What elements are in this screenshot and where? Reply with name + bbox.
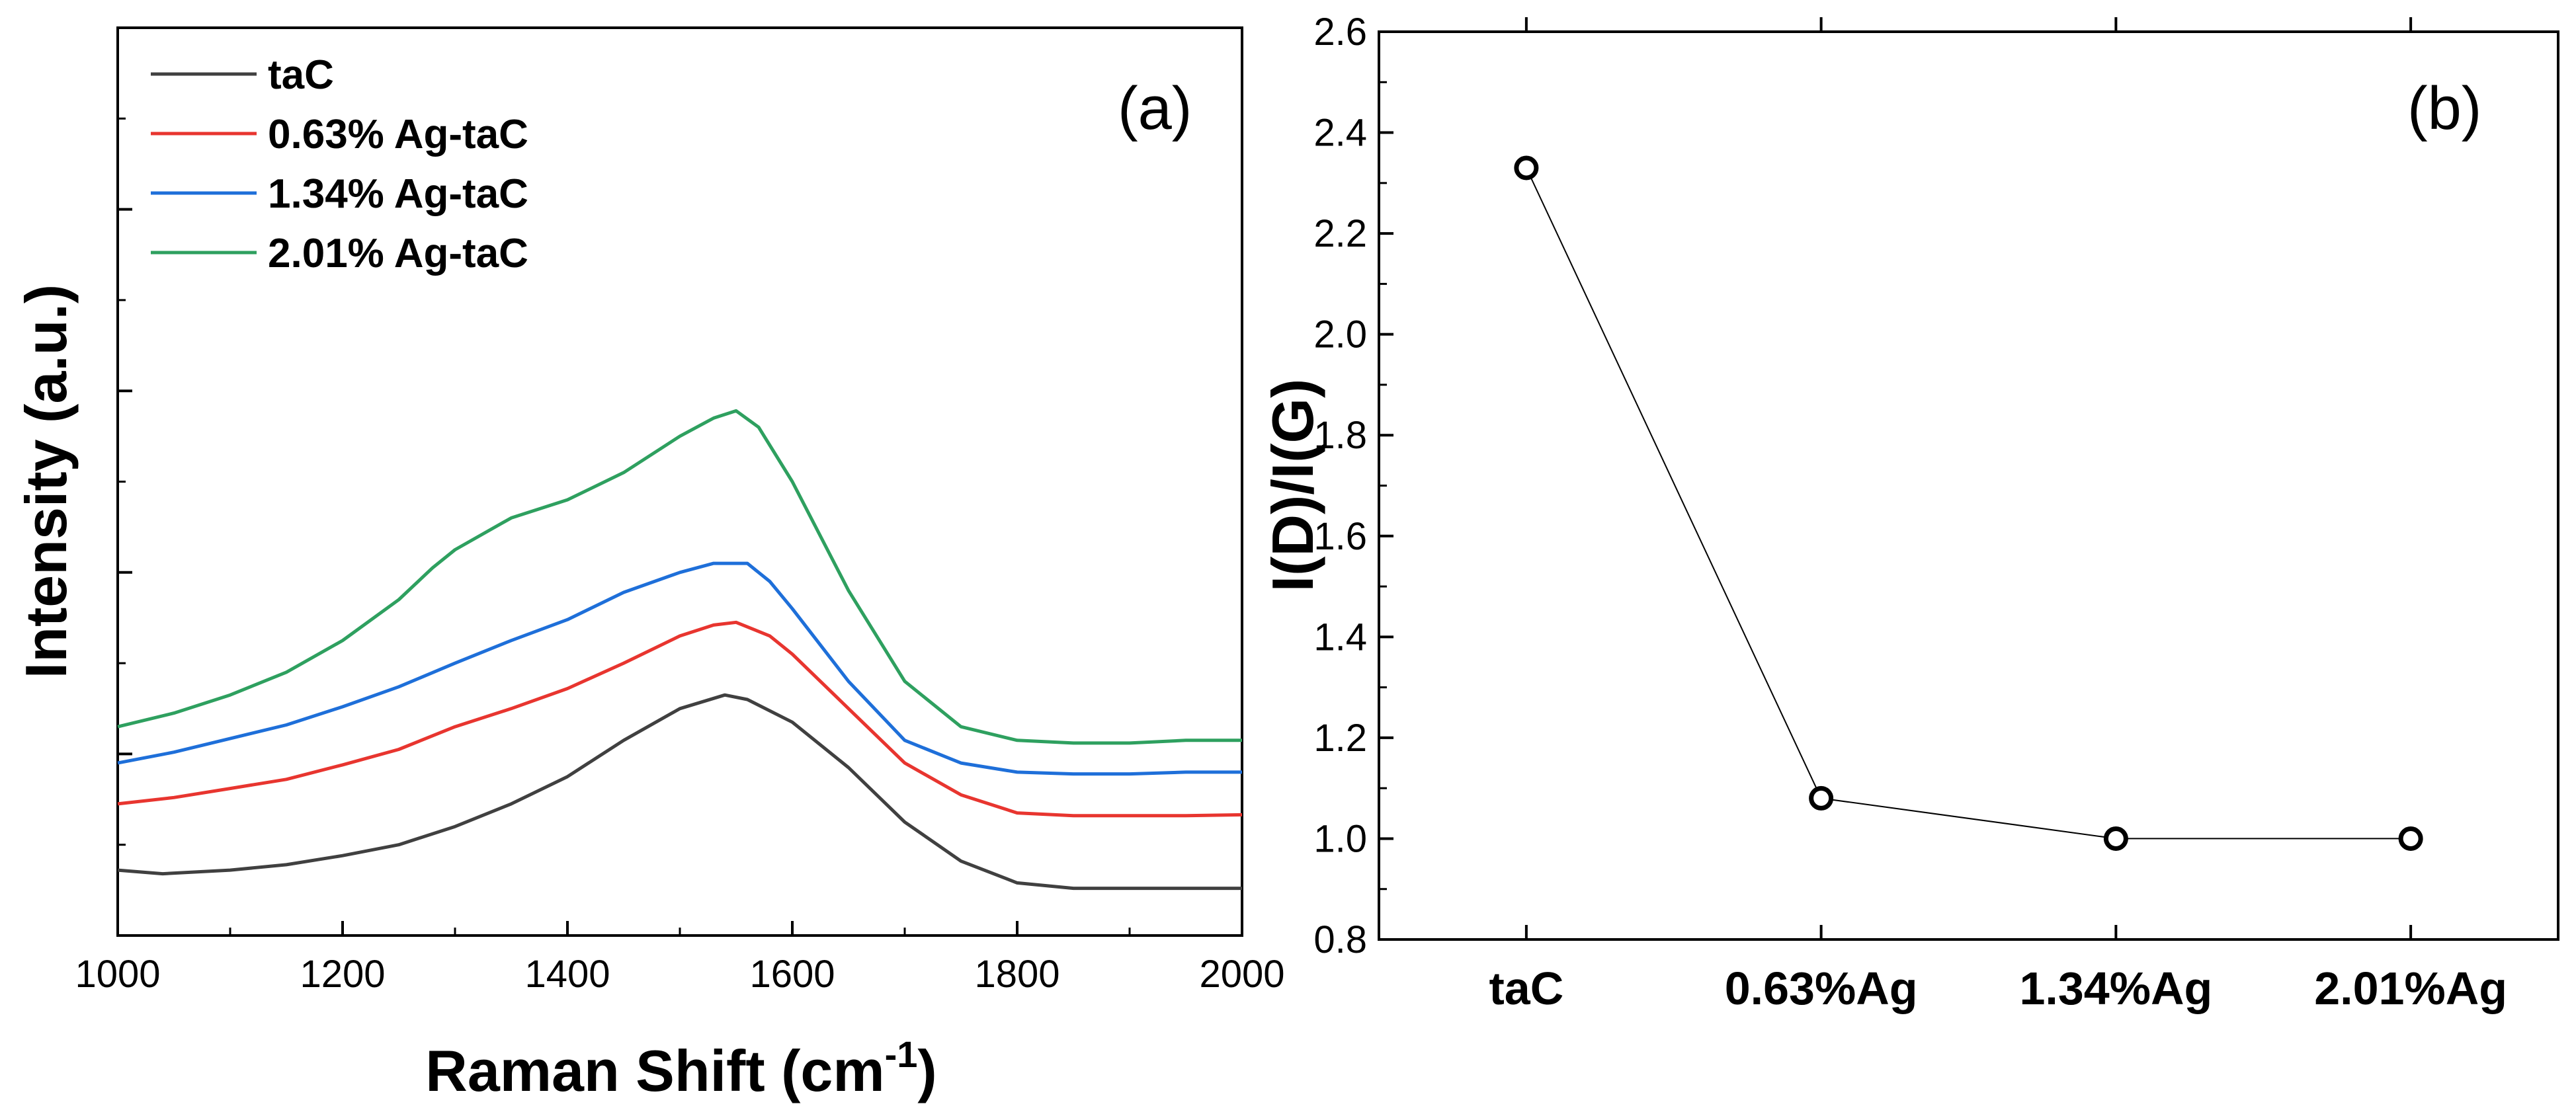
panel-a-series-line-2 [117, 561, 1242, 776]
panel-a-x-tick-label: 1600 [749, 953, 835, 996]
panel-a-legend-label: taC [268, 52, 334, 98]
panel-b-label: (b) [2407, 75, 2481, 142]
panel-b-y-tick-label: 1.6 [1313, 515, 1367, 558]
panel-b-y-tick-label: 2.6 [1313, 11, 1367, 54]
panel-b-y-ticks: 0.8 1.0 1.2 1.4 1.6 1.8 2.0 2.2 2.4 2.6 [1313, 11, 1393, 961]
panel-b-y-tick-label: 2.0 [1313, 313, 1367, 356]
panel-b: 0.8 1.0 1.2 1.4 1.6 1.8 2.0 2.2 2.4 2.6 taC 0.63%A… [1260, 11, 2559, 1014]
x-axis-title-end: ) [917, 1038, 936, 1103]
panel-b-y-tick-label: 1.4 [1313, 616, 1367, 658]
panel-a-x-tick-label: 1000 [75, 953, 160, 996]
panel-a-legend: taC 0.63% Ag-taC 1.34% Ag-taC 2.01% Ag-taC [151, 52, 528, 276]
panel-b-plot-frame [1378, 30, 2559, 941]
panel-b-y-tick-label: 2.2 [1313, 212, 1367, 255]
x-axis-title-main: Raman Shift (cm [425, 1038, 884, 1103]
panel-b-y-tick-label: 2.4 [1313, 112, 1367, 155]
panel-b-data-point [1514, 155, 1539, 180]
panel-a: 1000 1200 1400 1600 1800 2000 taC 0.63% Ag-taC… [13, 26, 1285, 1103]
panel-b-y-tick-label: 0.8 [1313, 918, 1367, 961]
panel-a-x-tick-label: 1400 [524, 953, 610, 996]
panel-b-y-axis-title: I(D)/I(G) [1260, 379, 1325, 592]
panel-b-y-tick-label: 1.0 [1313, 817, 1367, 860]
panel-a-legend-label: 1.34% Ag-taC [268, 171, 528, 217]
panel-a-series-line-0 [117, 693, 1242, 891]
panel-b-y-tick-label: 1.8 [1313, 414, 1367, 457]
panel-b-series-line [1525, 167, 2411, 840]
panel-a-x-ticks: 1000 1200 1400 1600 1800 2000 [75, 921, 1285, 996]
panel-a-legend-label: 2.01% Ag-taC [268, 231, 528, 276]
panel-a-label: (a) [1118, 75, 1192, 142]
panel-b-y-tick-label: 1.2 [1313, 717, 1367, 760]
panel-a-x-tick-label: 2000 [1199, 953, 1284, 996]
panel-b-data-point [2398, 826, 2423, 851]
panel-a-x-tick-label: 1200 [300, 953, 385, 996]
panel-b-data-point [1809, 785, 1834, 811]
panel-b-points [1514, 155, 2423, 851]
panel-a-series-group [117, 409, 1243, 891]
panel-a-y-ticks [118, 117, 132, 846]
panel-b-category-label: 1.34%Ag [2019, 963, 2212, 1014]
panel-a-legend-label: 0.63% Ag-taC [268, 112, 528, 157]
panel-a-series-line-1 [117, 620, 1243, 818]
panel-a-x-tick-label: 1800 [974, 953, 1059, 996]
panel-b-x-ticks: taC 0.63%Ag 1.34%Ag 2.01%Ag [1489, 17, 2507, 1014]
panel-b-connecting-line [1525, 167, 2411, 840]
panel-b-category-label: 0.63%Ag [1725, 963, 1918, 1014]
x-axis-title-superscript: -1 [885, 1033, 918, 1075]
panel-a-plot-frame [116, 26, 1243, 937]
panel-b-category-label: taC [1489, 963, 1563, 1014]
panel-a-y-axis-title: Intensity (a.u.) [13, 284, 79, 679]
panel-a-series-line-3 [117, 409, 1242, 745]
panel-a-x-axis-title: Raman Shift (cm-1) [425, 1033, 936, 1103]
panel-b-data-point [2103, 826, 2128, 851]
panel-b-category-label: 2.01%Ag [2314, 963, 2507, 1014]
